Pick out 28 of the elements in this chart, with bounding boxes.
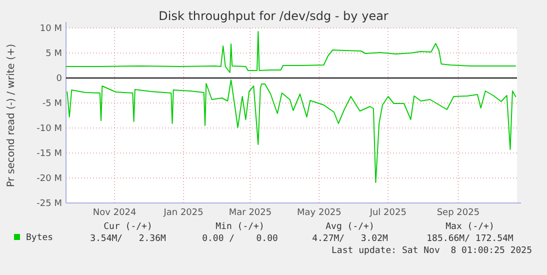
text: Cur (-/+): [104, 222, 152, 232]
y-axis-title: Pr second read (-) / write (+): [6, 44, 17, 188]
y-tick-label: -25 M: [36, 199, 62, 210]
text: Last update: Sat Nov 8 01:00:25 2025: [332, 246, 532, 256]
text: 3.54M/ 2.36M: [90, 234, 167, 244]
text: Max (-/+): [446, 222, 494, 232]
y-tick-label: -10 M: [36, 124, 62, 134]
text: Avg (-/+): [326, 222, 374, 232]
x-tick-label: May 2025: [297, 208, 342, 218]
y-tick-label: -5 M: [42, 99, 62, 110]
text: 4.27M/ 3.02M: [312, 234, 389, 244]
y-tick-label: -20 M: [36, 174, 62, 184]
x-tick-label: Jul 2025: [368, 208, 406, 218]
text: 0.00 / 0.00: [202, 234, 278, 244]
text: 185.66M/ 172.54M: [426, 234, 514, 244]
x-tick-label: Nov 2024: [92, 208, 137, 218]
y-tick-label: 10 M: [40, 24, 62, 34]
line-series: [66, 80, 516, 183]
y-tick-label: 0: [56, 74, 62, 84]
x-tick-label: Jan 2025: [162, 208, 204, 218]
x-tick-label: Mar 2025: [228, 208, 272, 218]
y-tick-label: -15 M: [36, 149, 62, 160]
text: Min (-/+): [216, 222, 264, 232]
line-series: [66, 31, 516, 73]
legend-label: Bytes: [26, 233, 54, 243]
x-tick-label: Sep 2025: [436, 208, 480, 218]
chart-title: Disk throughput for /dev/sdg - by year: [158, 9, 388, 23]
y-tick-label: 5 M: [46, 49, 62, 60]
